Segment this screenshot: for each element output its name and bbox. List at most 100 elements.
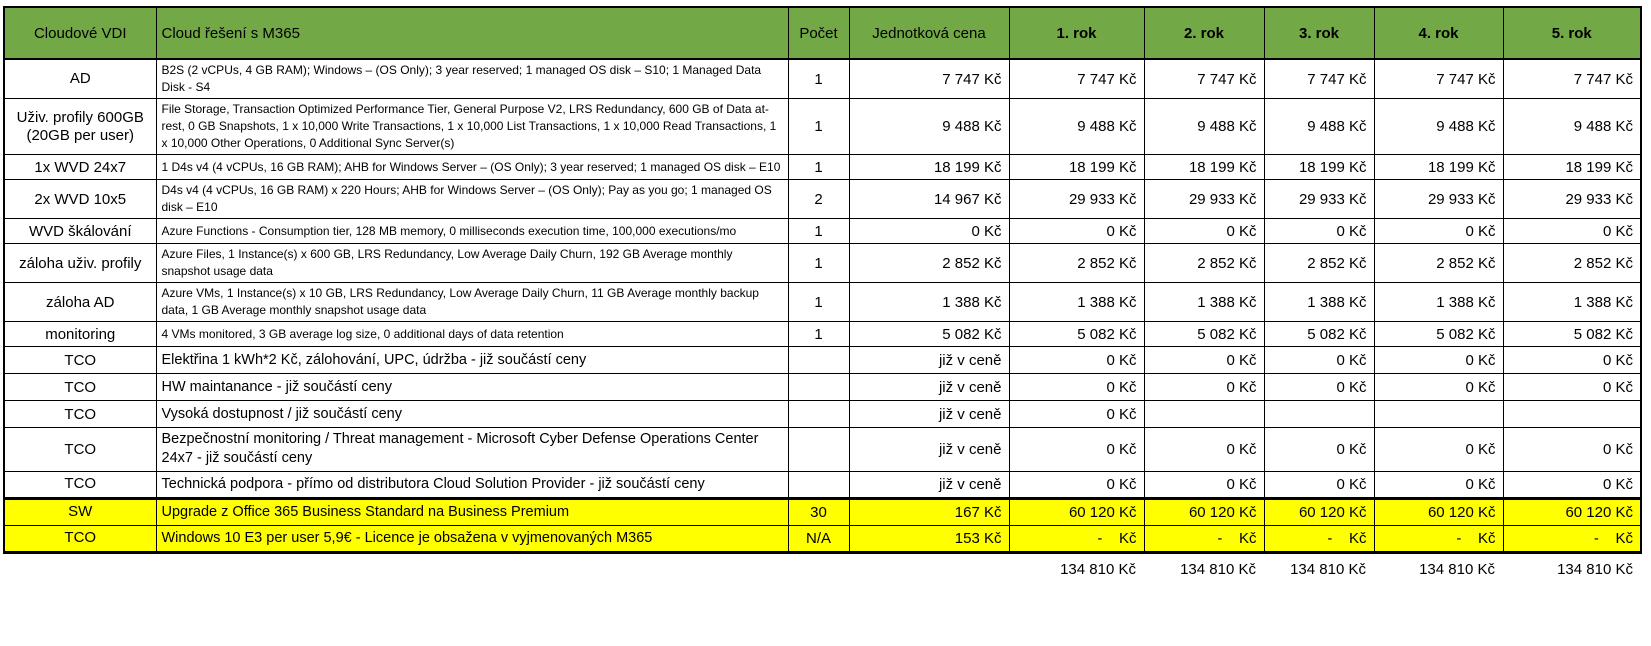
cell-unit-price: již v ceně [848, 470, 1010, 499]
cell-year-5-value: 7 747 Kč [1502, 58, 1642, 100]
total-value-year-5: 134 810 Kč [1557, 560, 1633, 578]
column-header-rok-5: 5. rok [1502, 6, 1642, 60]
cell-year-3-value: - Kč [1263, 524, 1375, 554]
table-row: SW Upgrade z Office 365 Business Standard… [3, 496, 1642, 526]
cell-count: 1 [787, 282, 850, 323]
cell-description: Elektřina 1 kWh*2 Kč, zálohování, UPC, ú… [155, 346, 789, 375]
cell-year-2-value: 0 Kč [1143, 373, 1265, 402]
cell-year-3-value: 29 933 Kč [1263, 179, 1375, 220]
table-row: AD B2S (2 vCPUs, 4 GB RAM); Windows – (OS… [3, 58, 1642, 100]
cell-year-5-value [1502, 400, 1642, 429]
cell-item-name: monitoring [3, 321, 157, 348]
cell-year-2-value: 29 933 Kč [1143, 179, 1265, 220]
cell-year-1-value: 0 Kč [1008, 400, 1145, 429]
cell-year-2-value [1143, 400, 1265, 429]
cell-description: HW maintanance - již součástí ceny [155, 373, 789, 402]
cell-year-2-value: 0 Kč [1143, 427, 1265, 472]
cell-item-name: 2x WVD 10x5 [3, 179, 157, 220]
cell-description: D4s v4 (4 vCPUs, 16 GB RAM) x 220 Hours;… [155, 179, 789, 220]
table-row: TCO Elektřina 1 kWh*2 Kč, zálohování, UPC… [3, 346, 1642, 375]
cell-description: 4 VMs monitored, 3 GB average log size, … [155, 321, 789, 348]
cell-count: 30 [787, 496, 850, 526]
cell-unit-price: 18 199 Kč [848, 154, 1010, 181]
cell-year-1-value: 60 120 Kč [1008, 496, 1145, 526]
table-row: TCO Windows 10 E3 per user 5,9€ - Licence… [3, 524, 1642, 554]
cell-year-4-value: 9 488 Kč [1373, 98, 1504, 156]
cell-year-4-value: 1 388 Kč [1373, 282, 1504, 323]
column-header-rok-2: 2. rok [1143, 6, 1265, 60]
cell-year-4-value: 0 Kč [1373, 346, 1504, 375]
cell-unit-price: 7 747 Kč [848, 58, 1010, 100]
cell-year-3-value: 7 747 Kč [1263, 58, 1375, 100]
totals-spacer [849, 554, 1009, 584]
cell-year-3-value: 0 Kč [1263, 346, 1375, 375]
table-row: TCO Bezpečnostní monitoring / Threat mana… [3, 427, 1642, 472]
cell-year-3-value: 60 120 Kč [1263, 496, 1375, 526]
cell-year-4-value: 2 852 Kč [1373, 243, 1504, 284]
cell-count [787, 400, 850, 429]
cell-unit-price: již v ceně [848, 373, 1010, 402]
cell-year-5-value: 1 388 Kč [1502, 282, 1642, 323]
column-header-pocet: Počet [787, 6, 850, 60]
cell-description: Azure Functions - Consumption tier, 128 … [155, 218, 789, 245]
cell-item-name: Uživ. profily 600GB (20GB per user) [3, 98, 157, 156]
table-row: 2x WVD 10x5 D4s v4 (4 vCPUs, 16 GB RAM) x… [3, 179, 1642, 220]
total-value-year-4: 134 810 Kč [1419, 560, 1495, 578]
cell-item-name: TCO [3, 427, 157, 472]
cell-year-1-value: 9 488 Kč [1008, 98, 1145, 156]
cell-year-3-value: 0 Kč [1263, 470, 1375, 499]
cell-year-1-value: 18 199 Kč [1008, 154, 1145, 181]
cell-year-4-value: 0 Kč [1373, 218, 1504, 245]
cell-count: 1 [787, 58, 850, 100]
column-header-cloudove-vdi: Cloudové VDI [3, 6, 157, 60]
cell-count [787, 427, 850, 472]
cell-year-4-value: 5 082 Kč [1373, 321, 1504, 348]
cell-year-5-value: 2 852 Kč [1502, 243, 1642, 284]
cell-item-name: AD [3, 58, 157, 100]
cell-year-2-value: 7 747 Kč [1143, 58, 1265, 100]
cell-year-5-value: 18 199 Kč [1502, 154, 1642, 181]
cell-item-name: WVD škálování [3, 218, 157, 245]
table-row: monitoring 4 VMs monitored, 3 GB average … [3, 321, 1642, 348]
cell-year-3-value: 5 082 Kč [1263, 321, 1375, 348]
cell-description: File Storage, Transaction Optimized Perf… [155, 98, 789, 156]
cell-year-3-value: 9 488 Kč [1263, 98, 1375, 156]
cell-year-2-value: 9 488 Kč [1143, 98, 1265, 156]
cell-count: 1 [787, 321, 850, 348]
total-value-year-1: 134 810 Kč [1060, 560, 1136, 578]
cell-unit-price: již v ceně [848, 400, 1010, 429]
table-row: Uživ. profily 600GB (20GB per user) File … [3, 98, 1642, 156]
cell-year-5-value: 0 Kč [1502, 373, 1642, 402]
yearly-totals-row: 134 810 Kč 134 810 Kč 134 810 Kč 134 810… [3, 554, 1641, 585]
cell-unit-price: 5 082 Kč [848, 321, 1010, 348]
table-row: WVD škálování Azure Functions - Consumpti… [3, 218, 1642, 245]
totals-spacer [4, 554, 156, 584]
table-row: 1x WVD 24x7 1 D4s v4 (4 vCPUs, 16 GB RAM)… [3, 154, 1642, 181]
cell-count: N/A [787, 524, 850, 554]
cell-year-2-value: 2 852 Kč [1143, 243, 1265, 284]
totals-spacer [788, 554, 849, 584]
cell-year-5-value: 29 933 Kč [1502, 179, 1642, 220]
cell-year-3-value [1263, 400, 1375, 429]
cell-year-1-value: 2 852 Kč [1008, 243, 1145, 284]
table-body: AD B2S (2 vCPUs, 4 GB RAM); Windows – (OS… [3, 58, 1642, 554]
cell-year-4-value: 0 Kč [1373, 427, 1504, 472]
cell-description: Upgrade z Office 365 Business Standard n… [155, 496, 789, 526]
cell-unit-price: již v ceně [848, 427, 1010, 472]
cell-description: Technická podpora - přímo od distributor… [155, 470, 789, 499]
cell-item-name: 1x WVD 24x7 [3, 154, 157, 181]
column-header-rok-4: 4. rok [1373, 6, 1504, 60]
cell-item-name: TCO [3, 400, 157, 429]
table-row: TCO Vysoká dostupnost / již součástí ceny… [3, 400, 1642, 429]
total-value-year-3: 134 810 Kč [1290, 560, 1366, 578]
cell-description: 1 D4s v4 (4 vCPUs, 16 GB RAM); AHB for W… [155, 154, 789, 181]
cell-count: 1 [787, 243, 850, 284]
pricing-table: Cloudové VDI Cloud řešení s M365 Počet J… [3, 6, 1642, 554]
cell-unit-price: 0 Kč [848, 218, 1010, 245]
cell-unit-price: 1 388 Kč [848, 282, 1010, 323]
cell-year-5-value: 0 Kč [1502, 218, 1642, 245]
cell-year-1-value: 29 933 Kč [1008, 179, 1145, 220]
cell-year-5-value: 0 Kč [1502, 346, 1642, 375]
cell-unit-price: 167 Kč [848, 496, 1010, 526]
cell-year-3-value: 0 Kč [1263, 218, 1375, 245]
